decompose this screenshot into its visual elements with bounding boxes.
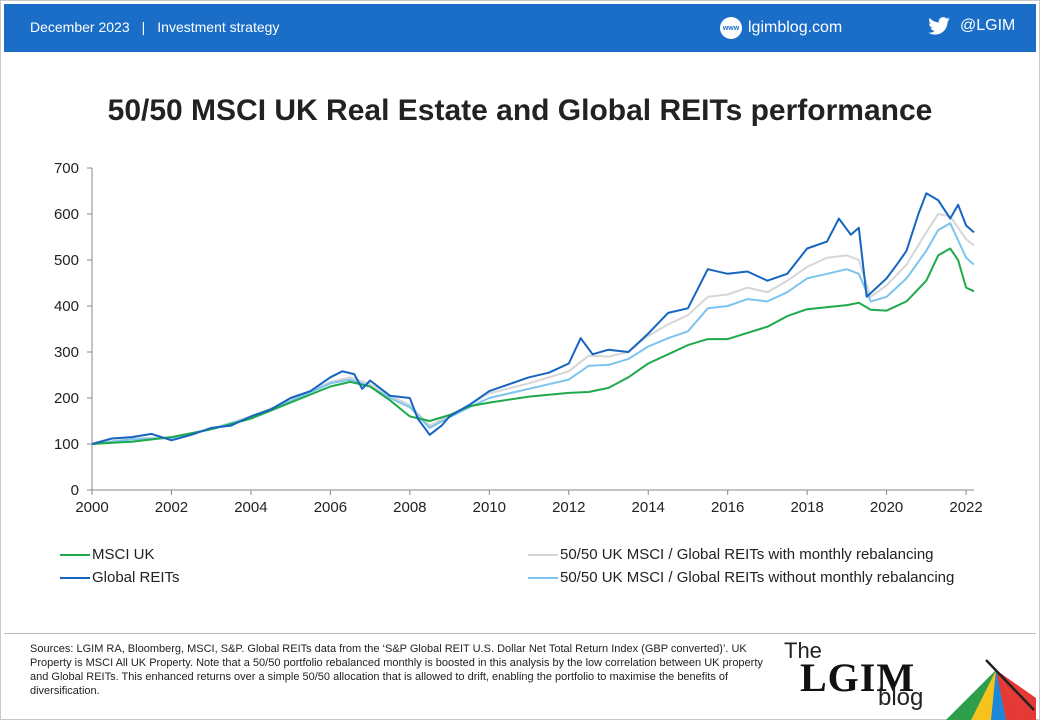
legend-swatch: [60, 576, 90, 579]
logo-lgim: LGIM: [800, 655, 916, 700]
y-tick-label: 100: [54, 436, 79, 453]
legend-swatch: [528, 576, 558, 579]
legend-item: 50/50 UK MSCI / Global REITs without mon…: [528, 569, 954, 586]
logo-blog: blog: [878, 684, 924, 711]
header-category: Investment strategy: [157, 19, 280, 35]
legend-label: 50/50 UK MSCI / Global REITs with monthl…: [560, 546, 934, 563]
legend-label: MSCI UK: [92, 546, 155, 563]
x-tick-label: 2018: [790, 499, 823, 516]
twitter-bird-icon: [928, 17, 950, 35]
header-date: December 2023: [30, 19, 130, 35]
globe-icon: www: [720, 17, 742, 39]
x-tick-label: 2006: [314, 499, 347, 516]
umbrella-icon: [946, 659, 1036, 720]
legend-item: 50/50 UK MSCI / Global REITs with monthl…: [528, 546, 934, 563]
website-link[interactable]: www lgimblog.com: [720, 17, 842, 39]
y-tick-label: 700: [54, 160, 79, 177]
sources-note: Sources: LGIM RA, Bloomberg, MSCI, S&P. …: [30, 643, 763, 697]
x-tick-label: 2000: [75, 499, 108, 516]
header-bar: December 2023 | Investment strategy www lg…: [4, 4, 1036, 52]
footer-divider: [4, 633, 1036, 634]
x-tick-label: 2014: [632, 499, 665, 516]
header-left: December 2023 | Investment strategy: [30, 19, 279, 35]
y-tick-label: 0: [71, 482, 79, 499]
website-label: lgimblog.com: [748, 19, 843, 36]
lgim-blog-logo: The LGIM blog: [780, 638, 1036, 720]
legend-label: 50/50 UK MSCI / Global REITs without mon…: [560, 569, 955, 586]
x-tick-label: 2008: [393, 499, 426, 516]
x-tick-label: 2012: [552, 499, 585, 516]
legend-swatch: [60, 553, 90, 556]
legend-item: Global REITs: [60, 569, 180, 586]
y-tick-label: 200: [54, 390, 79, 407]
x-tick-label: 2022: [949, 499, 982, 516]
header-separator: |: [141, 19, 146, 35]
chart-title: 50/50 MSCI UK Real Estate and Global REI…: [107, 94, 933, 127]
legend-swatch: [528, 553, 558, 556]
twitter-link[interactable]: @LGIM: [928, 17, 1015, 35]
series-line-1: [91, 192, 975, 445]
y-tick-label: 400: [54, 298, 79, 315]
series-line-2: [91, 213, 975, 445]
legend-item: MSCI UK: [60, 546, 155, 563]
legend-label: Global REITs: [92, 569, 180, 586]
y-tick-label: 600: [54, 206, 79, 223]
series-line-0: [91, 247, 975, 445]
x-tick-label: 2020: [870, 499, 903, 516]
y-tick-label: 300: [54, 344, 79, 361]
x-tick-label: 2004: [234, 499, 267, 516]
x-tick-label: 2002: [155, 499, 188, 516]
twitter-handle: @LGIM: [960, 17, 1016, 34]
logo-the: The: [784, 638, 822, 663]
x-tick-label: 2010: [473, 499, 506, 516]
y-tick-label: 500: [54, 252, 79, 269]
x-tick-label: 2016: [711, 499, 744, 516]
series-line-3: [91, 222, 975, 445]
